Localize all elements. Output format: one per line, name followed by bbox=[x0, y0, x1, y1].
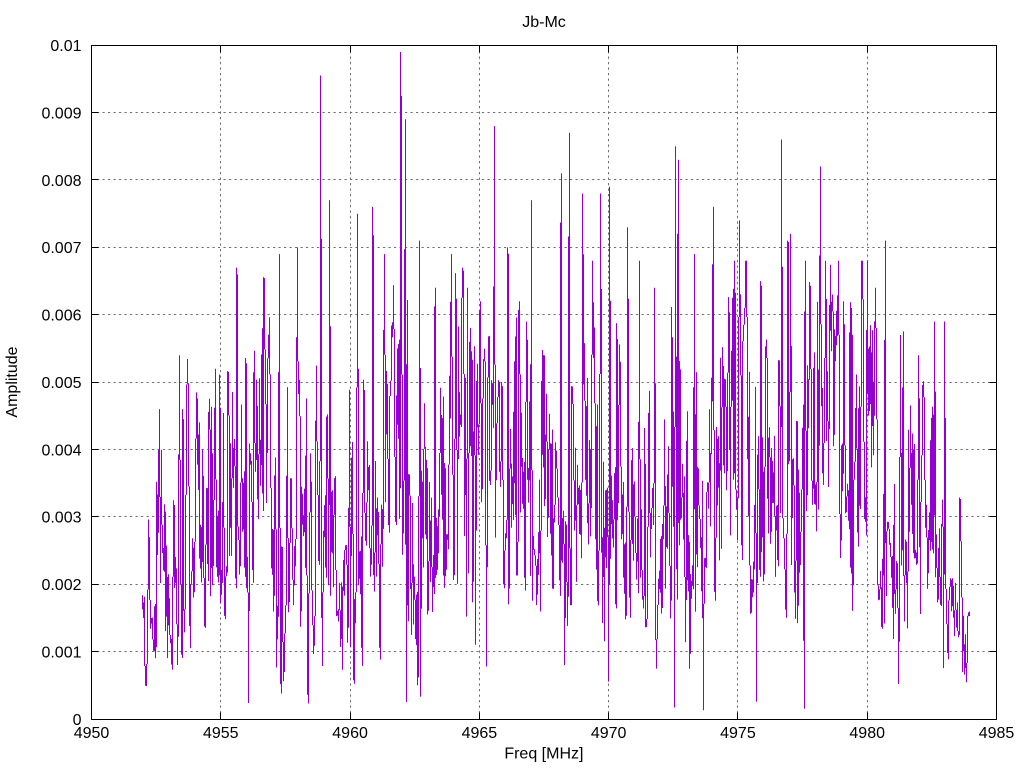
svg-text:4960: 4960 bbox=[332, 725, 368, 742]
svg-text:0.001: 0.001 bbox=[41, 645, 81, 662]
svg-text:4965: 4965 bbox=[462, 725, 498, 742]
svg-text:0.01: 0.01 bbox=[50, 38, 81, 55]
svg-text:Jb-Mc: Jb-Mc bbox=[522, 14, 566, 31]
svg-text:0.007: 0.007 bbox=[41, 240, 81, 257]
svg-text:0.005: 0.005 bbox=[41, 375, 81, 392]
svg-text:0.008: 0.008 bbox=[41, 173, 81, 190]
svg-text:4975: 4975 bbox=[720, 725, 756, 742]
svg-text:0.009: 0.009 bbox=[41, 105, 81, 122]
svg-text:4970: 4970 bbox=[591, 725, 627, 742]
svg-text:0.004: 0.004 bbox=[41, 442, 81, 459]
svg-text:4955: 4955 bbox=[203, 725, 239, 742]
svg-text:4985: 4985 bbox=[979, 725, 1015, 742]
svg-text:0.002: 0.002 bbox=[41, 577, 81, 594]
svg-text:0.006: 0.006 bbox=[41, 308, 81, 325]
svg-text:0.003: 0.003 bbox=[41, 510, 81, 527]
svg-text:4980: 4980 bbox=[849, 725, 885, 742]
svg-text:4950: 4950 bbox=[74, 725, 110, 742]
svg-text:Amplitude: Amplitude bbox=[4, 346, 21, 417]
svg-text:0: 0 bbox=[73, 712, 82, 729]
svg-text:Freq [MHz]: Freq [MHz] bbox=[504, 746, 583, 763]
